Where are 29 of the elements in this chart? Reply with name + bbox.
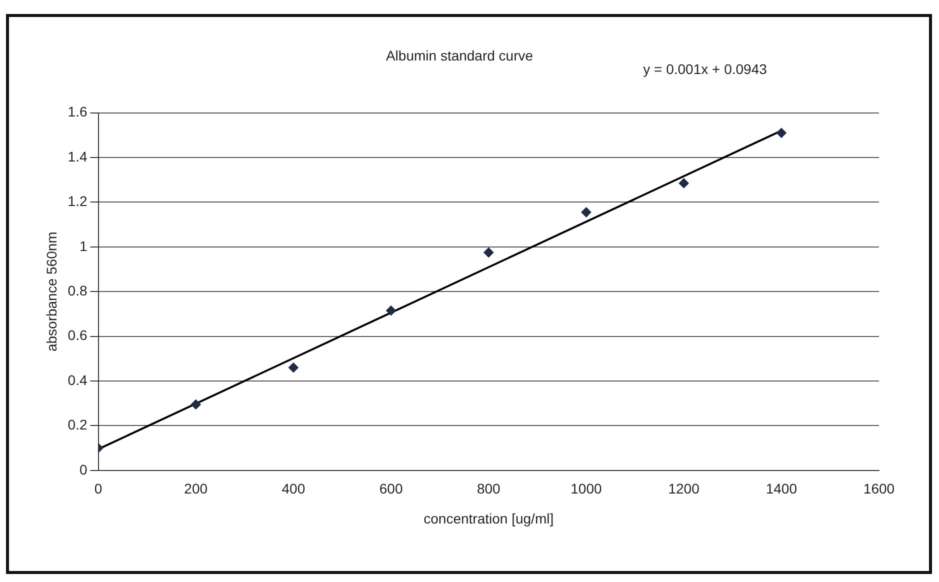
x-tick-label: 600: [379, 480, 403, 497]
x-tick-label: 1000: [570, 480, 602, 497]
chart-title: Albumin standard curve: [386, 47, 534, 64]
point: [678, 178, 689, 188]
y-tick-label: 0.8: [68, 282, 88, 298]
point: [288, 362, 298, 373]
text: y = 0.001x + 0.0943: [643, 61, 768, 77]
x-tick-label: 1200: [668, 480, 700, 497]
y-tick-label: 0: [79, 461, 88, 478]
point: [190, 399, 201, 410]
point: [484, 247, 494, 258]
point: [581, 207, 592, 218]
y-tick-label: 1.4: [68, 148, 88, 164]
x-tick-label: 200: [184, 480, 208, 497]
y-axis-title: absorbance 560nm: [43, 232, 60, 352]
y-tick-label: 1.6: [68, 104, 88, 120]
y-tick-label: 1.2: [68, 193, 88, 210]
point: [386, 306, 396, 316]
x-tick-label: 800: [476, 480, 501, 497]
y-tick-label: 0.6: [68, 327, 88, 344]
point: [776, 128, 786, 138]
x-axis-title: concentration [ug/ml]: [424, 510, 554, 526]
x-tick-label: 400: [282, 480, 306, 497]
y-tick-label: 1: [79, 238, 88, 254]
x-tick-label: 0: [94, 480, 102, 497]
y-tick-label: 0.2: [68, 416, 88, 433]
x-tick-label: 1600: [863, 480, 895, 497]
y-tick-label: 0.4: [68, 372, 88, 388]
x-tick-label: 1400: [766, 480, 798, 497]
